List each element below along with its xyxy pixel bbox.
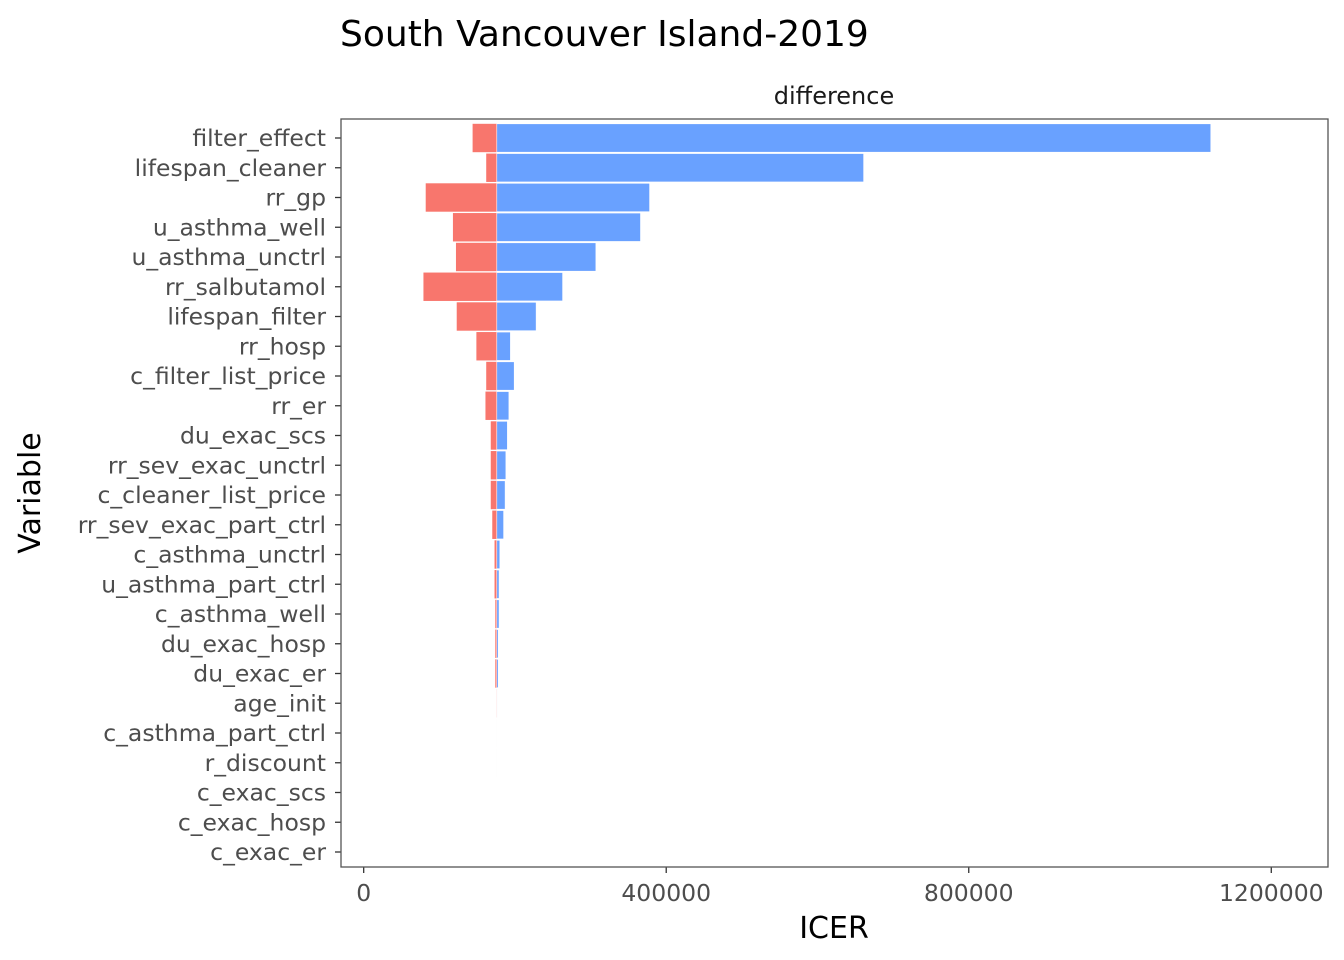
bar-high-du_exac_er — [496, 658, 499, 688]
x-tick-label: 0 — [356, 879, 371, 907]
y-tick-label: c_asthma_part_ctrl — [103, 719, 326, 747]
x-tick-label: 400000 — [621, 879, 711, 907]
bar-high-rr_salbutamol — [496, 272, 563, 302]
y-tick-label: rr_salbutamol — [165, 273, 326, 301]
bar-low-lifespan_filter — [456, 302, 497, 331]
bar-high-rr_er — [496, 391, 510, 421]
y-tick-label: c_filter_list_price — [130, 362, 326, 390]
y-tick-label: rr_hosp — [239, 332, 326, 360]
bar-high-u_asthma_unctrl — [496, 242, 597, 272]
y-tick-label: filter_effect — [192, 124, 326, 152]
y-tick-label: u_asthma_well — [153, 213, 326, 241]
y-tick-label: c_exac_er — [210, 838, 326, 866]
bar-low-du_exac_scs — [490, 421, 497, 450]
bar-low-rr_sev_exac_unctrl — [490, 451, 497, 480]
x-tick-label: 1200000 — [1219, 879, 1324, 907]
bar-high-rr_sev_exac_unctrl — [496, 450, 507, 480]
x-axis: 0 400000 800000 1200000 — [356, 867, 1324, 907]
chart-title: South Vancouver Island-2019 — [340, 14, 869, 55]
bar-low-rr_er — [485, 391, 497, 420]
bar-high-lifespan_cleaner — [496, 153, 864, 183]
y-tick-label: c_exac_hosp — [178, 808, 326, 836]
x-tick-label: 800000 — [924, 879, 1014, 907]
bar-high-c_asthma_unctrl — [496, 539, 501, 569]
y-axis: filter_effectlifespan_cleanerrr_gpu_asth… — [78, 124, 341, 866]
y-tick-label: u_asthma_unctrl — [131, 243, 326, 271]
bar-high-du_exac_hosp — [496, 629, 499, 659]
y-tick-label: du_exac_hosp — [161, 630, 326, 658]
bar-high-rr_gp — [496, 183, 650, 213]
bar-low-filter_effect — [472, 123, 497, 153]
y-tick-label: c_asthma_well — [155, 600, 326, 628]
y-tick-label: r_discount — [205, 749, 326, 777]
bar-low-c_cleaner_list_price — [490, 480, 497, 510]
bar-high-rr_sev_exac_part_ctrl — [496, 510, 504, 540]
bar-low-lifespan_cleaner — [486, 153, 497, 182]
bar-high-lifespan_filter — [496, 301, 537, 331]
bar-low-u_asthma_part_ctrl — [494, 570, 497, 599]
bar-low-u_asthma_unctrl — [455, 242, 497, 272]
bar-high-u_asthma_part_ctrl — [496, 569, 500, 599]
bar-low-c_asthma_well — [495, 599, 497, 629]
y-axis-title: Variable — [13, 432, 48, 553]
bar-low-du_exac_er — [495, 659, 497, 688]
bar-high-u_asthma_well — [496, 212, 641, 242]
bar-low-rr_sev_exac_part_ctrl — [492, 510, 497, 539]
y-tick-label: rr_sev_exac_unctrl — [108, 451, 326, 479]
bar-high-c_filter_list_price — [496, 361, 515, 391]
y-tick-label: c_exac_scs — [197, 779, 326, 807]
bar-low-du_exac_hosp — [495, 629, 497, 658]
bars-layer — [423, 123, 1212, 778]
y-tick-label: u_asthma_part_ctrl — [101, 570, 326, 598]
y-tick-label: du_exac_er — [193, 660, 326, 688]
y-tick-label: lifespan_cleaner — [135, 154, 327, 182]
bar-low-rr_gp — [425, 183, 497, 212]
bar-low-c_filter_list_price — [486, 361, 497, 391]
bar-low-rr_salbutamol — [423, 272, 497, 301]
panel-border — [340, 118, 1329, 868]
bar-high-c_asthma_well — [496, 599, 500, 629]
y-tick-label: du_exac_scs — [180, 422, 326, 450]
bar-low-rr_hosp — [476, 332, 497, 361]
y-tick-label: c_cleaner_list_price — [98, 481, 327, 509]
bar-high-du_exac_scs — [496, 420, 508, 450]
x-axis-title: ICER — [799, 911, 869, 946]
bar-low-c_asthma_unctrl — [494, 540, 497, 569]
y-tick-label: rr_er — [271, 392, 326, 420]
y-tick-label: c_asthma_unctrl — [133, 541, 326, 569]
facet-strip-label: difference — [774, 82, 894, 110]
bar-high-rr_hosp — [496, 331, 511, 361]
y-tick-label: age_init — [233, 689, 326, 717]
bar-low-u_asthma_well — [452, 213, 497, 242]
y-tick-label: lifespan_filter — [167, 303, 326, 331]
bar-high-c_cleaner_list_price — [496, 480, 506, 510]
y-tick-label: rr_sev_exac_part_ctrl — [78, 511, 326, 539]
y-tick-label: rr_gp — [266, 184, 327, 212]
bar-high-filter_effect — [496, 123, 1212, 153]
